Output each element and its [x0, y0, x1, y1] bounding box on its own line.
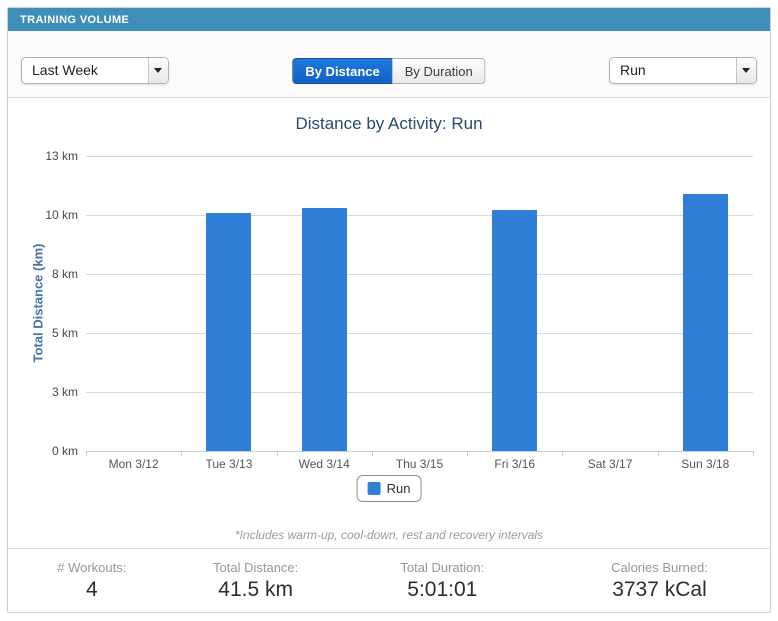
x-tick-mark — [467, 451, 469, 456]
chevron-down-icon — [736, 58, 756, 83]
by-duration-button[interactable]: By Duration — [392, 58, 486, 84]
gridline — [86, 156, 753, 157]
stat-calories-burned: Calories Burned: 3737 kCal — [549, 560, 770, 602]
legend[interactable]: Run — [356, 475, 422, 502]
x-tick-mark — [657, 451, 659, 456]
chart-footnote: *Includes warm-up, cool-down, rest and r… — [234, 528, 544, 542]
stat-value: 3737 kCal — [612, 577, 707, 601]
stat-value: 4 — [85, 577, 98, 601]
x-tick-label: Sat 3/17 — [587, 457, 633, 471]
chart-title: Distance by Activity: Run — [295, 114, 483, 133]
view-toggle: By Distance By Duration — [292, 58, 486, 84]
summary-stats-bar: # Workouts: 4 Total Distance: 41.5 km Total … — [8, 548, 770, 612]
y-tick-label: 5 km — [51, 326, 78, 340]
stat-label: Total Duration: — [400, 559, 485, 575]
y-axis-title: Total Distance (km) — [30, 243, 46, 363]
period-select[interactable]: Last Week — [21, 57, 169, 84]
legend-label: Run — [386, 481, 411, 496]
x-tick-label: Tue 3/13 — [205, 457, 253, 471]
x-tick-label: Sun 3/18 — [681, 457, 730, 471]
stat-total-duration: Total Duration: 5:01:01 — [336, 560, 549, 602]
gridline — [86, 215, 753, 216]
x-tick-mark — [562, 451, 564, 456]
bar-fri[interactable] — [492, 210, 538, 451]
chart-area: Distance by Activity: Run Total Distance… — [8, 98, 770, 548]
y-tick-label: 13 km — [45, 149, 78, 163]
controls-bar: Last Week By Distance By Duration Run — [8, 31, 770, 98]
x-tick-mark — [276, 451, 278, 456]
bar-tue[interactable] — [206, 212, 252, 451]
x-axis-line — [86, 451, 753, 452]
x-tick-mark — [86, 451, 87, 456]
stat-value: 5:01:01 — [407, 577, 478, 601]
stat-value: 41.5 km — [218, 577, 293, 601]
x-tick-mark — [753, 451, 754, 456]
y-tick-label: 0 km — [51, 444, 78, 458]
gridline — [86, 392, 753, 393]
activity-select-value: Run — [620, 62, 646, 78]
x-tick-label: Mon 3/12 — [108, 457, 159, 471]
x-tick-mark — [181, 451, 183, 456]
widget-title: TRAINING VOLUME — [20, 13, 130, 26]
stat-workouts: # Workouts: 4 — [8, 560, 176, 602]
y-tick-label: 10 km — [45, 208, 78, 222]
activity-select[interactable]: Run — [609, 57, 757, 84]
x-axis-labels: Mon 3/12 Tue 3/13 Wed 3/14 Thu 3/15 Fri 3/16… — [86, 457, 753, 471]
x-tick-label: Thu 3/15 — [395, 457, 444, 471]
period-select-value: Last Week — [32, 62, 98, 78]
stat-label: Total Distance: — [213, 559, 299, 575]
gridline — [86, 274, 753, 275]
x-tick-mark — [371, 451, 373, 456]
gridline — [86, 333, 753, 334]
x-tick-label: Fri 3/16 — [494, 457, 536, 471]
chevron-down-icon — [148, 58, 168, 83]
stat-label: Calories Burned: — [611, 559, 708, 575]
y-tick-label: 8 km — [51, 267, 78, 281]
bar-wed[interactable] — [301, 207, 347, 451]
training-volume-widget: TRAINING VOLUME Last Week By Distance By… — [7, 7, 771, 613]
widget-header: TRAINING VOLUME — [8, 8, 770, 31]
plot-area — [86, 156, 753, 452]
bar-sun[interactable] — [682, 193, 728, 451]
stat-label: # Workouts: — [57, 559, 127, 575]
legend-swatch-icon — [367, 482, 381, 495]
stat-total-distance: Total Distance: 41.5 km — [176, 560, 336, 602]
y-tick-label: 3 km — [51, 385, 78, 399]
by-distance-button[interactable]: By Distance — [292, 58, 393, 84]
x-tick-label: Wed 3/14 — [298, 457, 350, 471]
